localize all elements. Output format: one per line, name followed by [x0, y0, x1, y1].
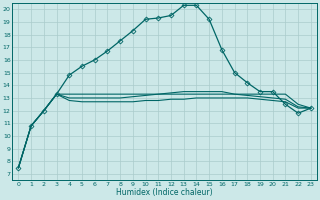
X-axis label: Humidex (Indice chaleur): Humidex (Indice chaleur) — [116, 188, 213, 197]
